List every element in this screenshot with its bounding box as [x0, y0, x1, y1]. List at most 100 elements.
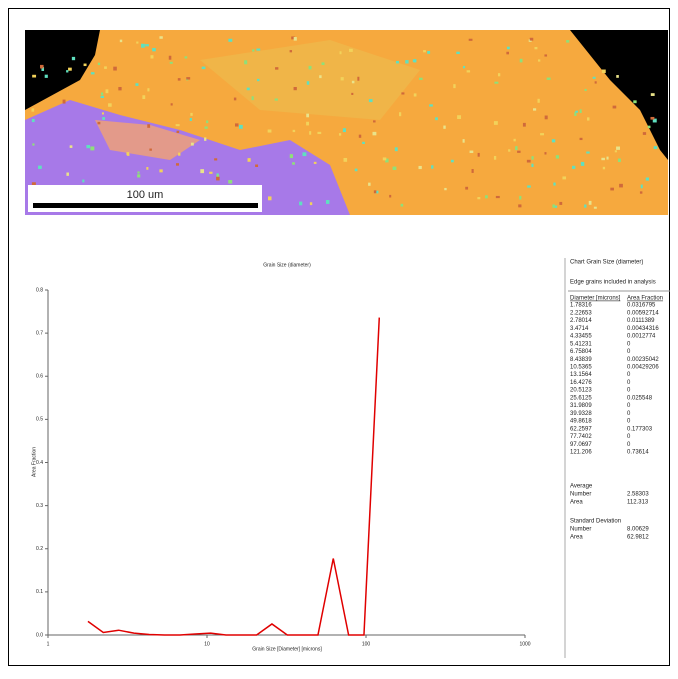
diameter-cell: 5.41231 [570, 341, 592, 347]
speckle [104, 66, 107, 69]
speckle [101, 92, 103, 95]
speckle [595, 81, 597, 83]
speckle [113, 67, 117, 71]
y-tick-label: 0.7 [36, 330, 43, 336]
speckle [306, 122, 309, 126]
speckle [651, 93, 655, 96]
speckle [244, 60, 247, 64]
speckle [256, 49, 260, 51]
speckle [169, 56, 172, 60]
speckle [292, 162, 295, 164]
panel-note: Edge grains included in analysis [570, 280, 656, 286]
speckle [126, 152, 129, 155]
speckle [494, 82, 498, 84]
speckle [540, 133, 544, 135]
speckle [235, 123, 239, 126]
speckle [566, 40, 569, 43]
diameter-cell: 49.8618 [570, 419, 592, 425]
y-tick-label: 0.6 [36, 374, 43, 380]
y-tick-label: 0.5 [36, 417, 43, 423]
speckle [395, 147, 398, 151]
speckle [456, 52, 459, 54]
speckle [633, 100, 636, 103]
speckle [340, 51, 342, 54]
speckle [159, 169, 162, 172]
speckle [496, 196, 500, 198]
speckle [294, 37, 297, 41]
speckle [137, 171, 139, 173]
speckle [322, 62, 325, 65]
x-tick-label: 100 [362, 641, 371, 647]
speckle [508, 149, 510, 151]
speckle [40, 65, 44, 69]
speckle [530, 38, 534, 41]
x-tick-label: 1000 [519, 641, 530, 647]
speckle [32, 108, 35, 111]
speckle [239, 125, 243, 129]
speckle [145, 44, 149, 46]
x-axis-label: Grain Size [Diameter] [microns] [252, 646, 322, 652]
speckle [373, 120, 376, 122]
speckle [435, 117, 438, 120]
speckle [593, 77, 596, 79]
speckle [396, 61, 399, 64]
speckle [585, 89, 587, 91]
speckle [383, 157, 387, 160]
diameter-cell: 2.22653 [570, 310, 592, 316]
speckle [559, 202, 562, 205]
speckle [257, 79, 259, 81]
speckle [494, 121, 498, 125]
speckle [453, 84, 455, 88]
diameter-cell: 4.33455 [570, 334, 592, 340]
speckle [619, 184, 623, 188]
speckle [429, 104, 433, 106]
stat-name: Number [570, 492, 591, 498]
speckle [618, 159, 621, 162]
diameter-cell: 20.5123 [570, 388, 592, 394]
speckle [63, 100, 66, 104]
speckle [553, 183, 555, 186]
speckle [472, 169, 474, 173]
speckle [552, 204, 554, 207]
speckle [206, 120, 208, 123]
speckle [86, 145, 90, 148]
speckle [650, 117, 654, 120]
speckle [299, 202, 302, 206]
speckle [506, 52, 509, 55]
speckle [290, 154, 293, 158]
speckle [150, 55, 153, 58]
speckle [641, 185, 643, 189]
speckle [186, 77, 190, 79]
speckle [275, 67, 278, 69]
speckle [326, 200, 329, 204]
speckle [646, 178, 649, 181]
diameter-cell: 121.206 [570, 450, 592, 456]
stat-name: Area [570, 500, 583, 506]
page: 100 um Grain Size (diameter) Grain Size … [0, 0, 678, 679]
fraction-cell: 0.025548 [627, 395, 653, 401]
speckle [141, 44, 145, 48]
diameter-cell: 3.4714 [570, 326, 589, 332]
speckle [339, 133, 341, 135]
speckle [202, 67, 206, 70]
panel-heading: Chart Grain Size (diameter) [570, 260, 643, 266]
speckle [531, 164, 533, 167]
speckle [531, 156, 533, 159]
speckle [654, 146, 658, 149]
speckle [176, 124, 180, 126]
speckle [374, 190, 376, 193]
fraction-cell: 0.00592714 [627, 310, 659, 316]
speckle [465, 187, 468, 190]
speckle [185, 56, 188, 58]
speckle [601, 158, 605, 160]
speckle [574, 112, 576, 116]
diameter-cell: 1.78316 [570, 303, 592, 309]
speckle [418, 166, 421, 169]
diameter-cell: 13.1564 [570, 372, 592, 378]
speckle [216, 177, 220, 181]
speckle [341, 77, 344, 80]
speckle [615, 150, 617, 152]
speckle [137, 174, 140, 177]
speckle [204, 137, 206, 140]
stat-value: 2.58303 [627, 492, 649, 498]
